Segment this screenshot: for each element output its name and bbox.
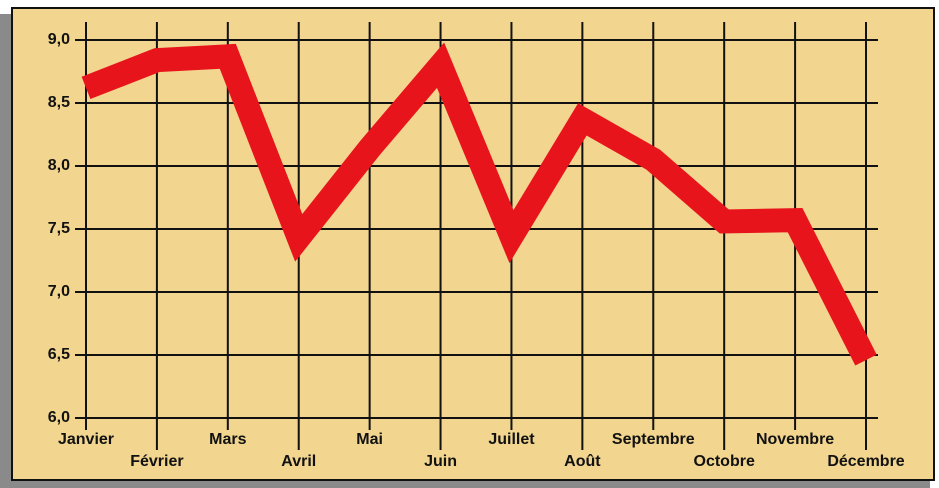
- x-tick-label: Mars: [209, 431, 246, 448]
- shadow: [0, 14, 14, 488]
- x-tick-label: Septembre: [612, 431, 695, 448]
- plot-background: [11, 7, 935, 481]
- x-tick-label: Août: [564, 453, 601, 470]
- x-tick-label: Mai: [356, 431, 383, 448]
- x-tick-label: Novembre: [756, 431, 834, 448]
- y-tick-label: 6,0: [48, 409, 70, 426]
- x-tick-label: Janvier: [58, 431, 114, 448]
- y-tick-label: 6,5: [48, 346, 70, 363]
- x-tick-label: Décembre: [827, 453, 904, 470]
- data-line: [81, 42, 877, 366]
- x-tick-label: Juin: [424, 453, 457, 470]
- y-tick-label: 7,0: [48, 283, 70, 300]
- y-tick-label: 8,0: [48, 157, 70, 174]
- x-tick-label: Février: [130, 453, 183, 470]
- y-tick-label: 9,0: [48, 31, 70, 48]
- shadow: [0, 478, 930, 488]
- y-tick-label: 8,5: [48, 94, 70, 111]
- x-tick-label: Octobre: [694, 453, 755, 470]
- y-tick-label: 7,5: [48, 220, 70, 237]
- x-tick-label: Avril: [281, 453, 316, 470]
- x-tick-label: Juillet: [488, 431, 535, 448]
